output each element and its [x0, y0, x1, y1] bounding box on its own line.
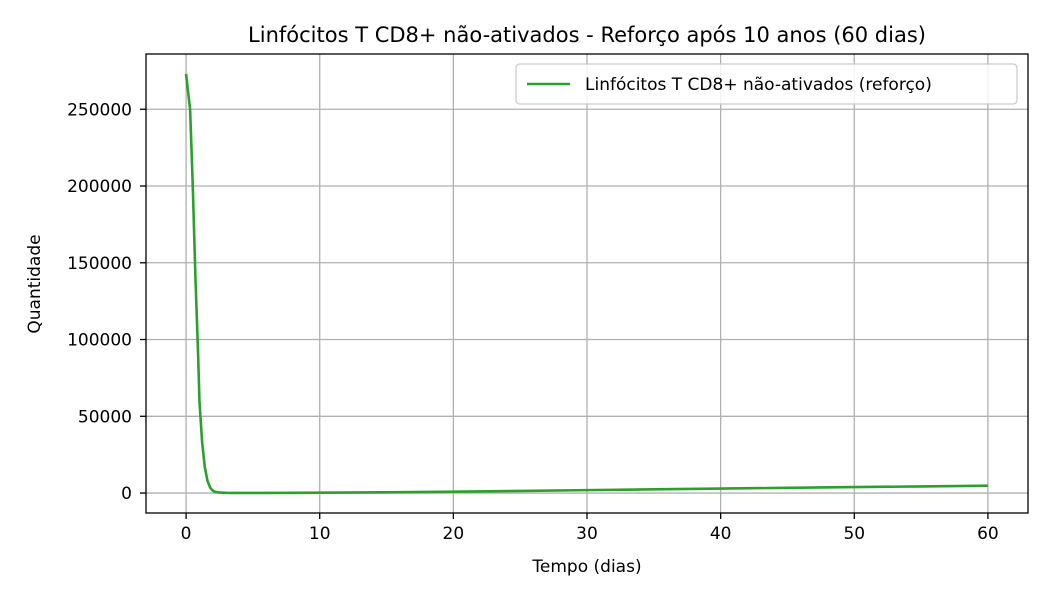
y-tick-label: 150000 [67, 254, 132, 274]
x-axis-label: Tempo (dias) [531, 557, 641, 577]
x-tick-label: 60 [977, 524, 999, 544]
chart-title: Linfócitos T CD8+ não-ativados - Reforço… [248, 23, 926, 47]
x-tick-label: 30 [576, 524, 598, 544]
x-tick-label: 0 [181, 524, 192, 544]
series-line [184, 73, 988, 495]
legend-box [515, 63, 1018, 105]
x-tick-label: 10 [309, 524, 331, 544]
legend-series-label: Linfócitos T CD8+ não-ativados (reforço) [585, 75, 932, 95]
grid-layer [146, 54, 1028, 513]
legend: Linfócitos T CD8+ não-ativados (reforço) [515, 63, 1018, 105]
series-layer [184, 73, 988, 495]
y-tick-label: 100000 [67, 331, 132, 351]
y-tick-label: 50000 [78, 407, 132, 427]
x-tick-label: 40 [710, 524, 732, 544]
x-tick-label: 50 [843, 524, 865, 544]
y-tick-label: 0 [121, 484, 132, 504]
ticks-layer: 0 10 20 30 40 50 60 0 50000 100000 150000 200000 250… [67, 100, 999, 544]
y-tick-label: 250000 [67, 100, 132, 120]
x-tick-label: 20 [443, 524, 465, 544]
y-axis-label: Quantidade [25, 234, 45, 333]
y-tick-label: 200000 [67, 177, 132, 197]
